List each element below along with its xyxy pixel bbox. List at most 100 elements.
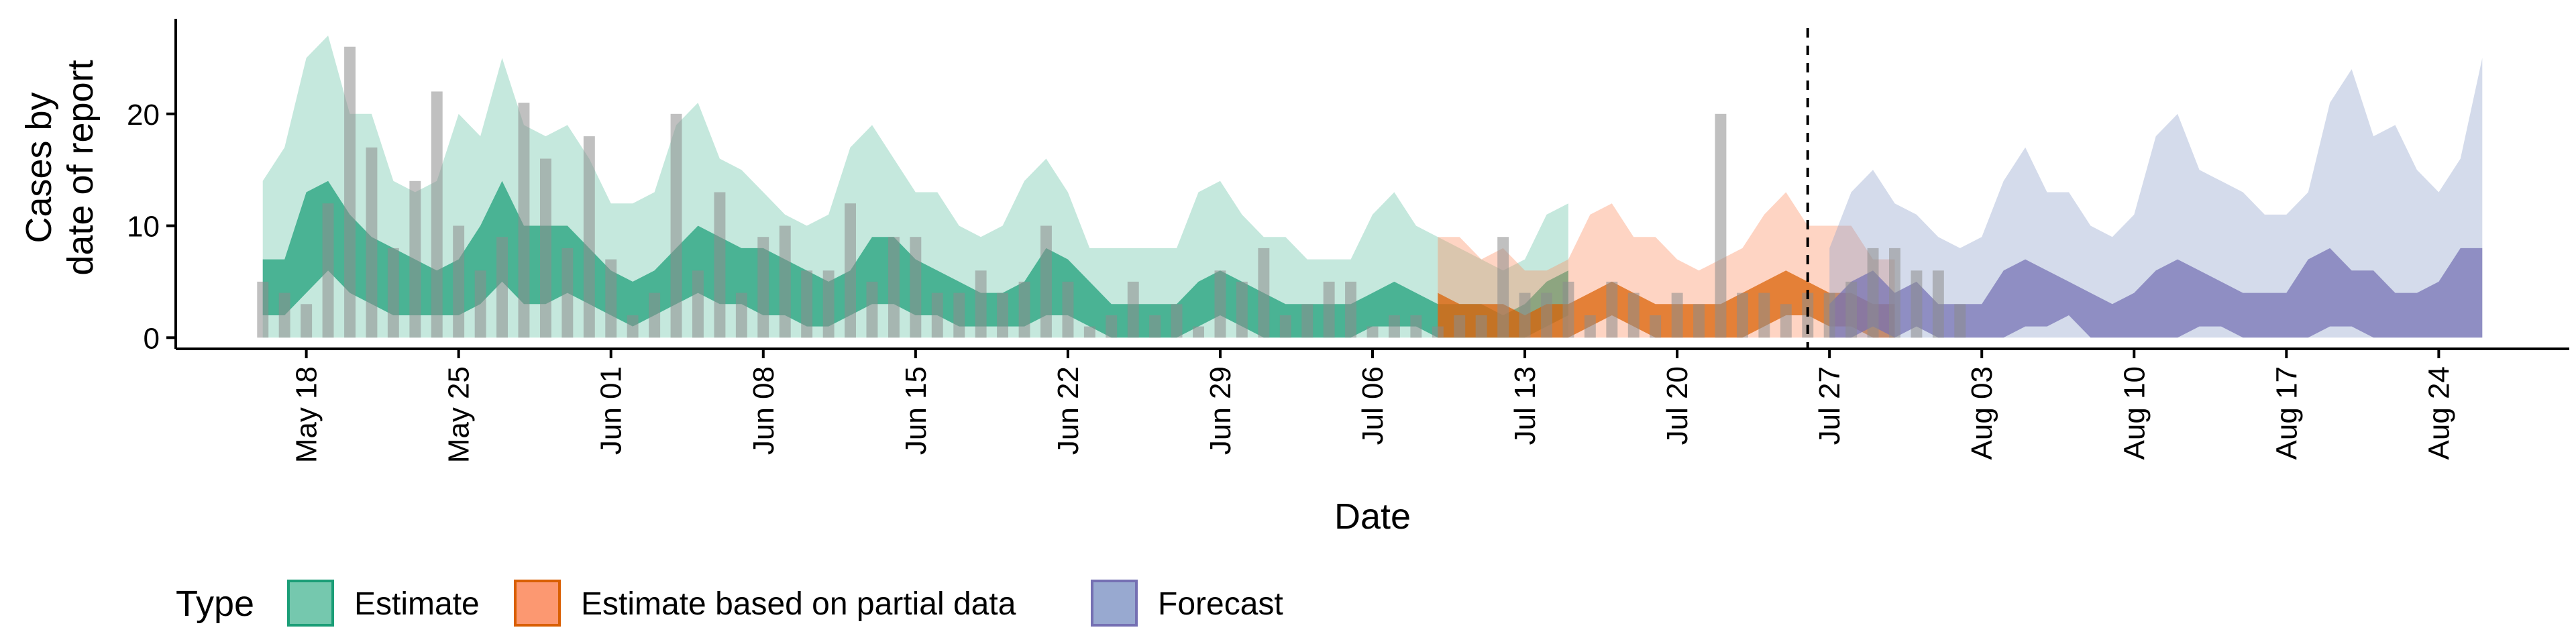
observed-bar	[1541, 292, 1552, 338]
observed-bar	[366, 147, 378, 338]
observed-bar	[1954, 304, 1966, 338]
observed-bar	[997, 292, 1008, 338]
observed-bar	[1258, 248, 1270, 338]
x-tick-label: Aug 24	[2422, 366, 2455, 460]
observed-bar	[278, 292, 290, 338]
y-axis-title-line: date of report	[60, 60, 101, 275]
observed-bar	[1389, 315, 1400, 338]
observed-bar	[540, 158, 551, 338]
x-tick-label: Jul 27	[1813, 366, 1846, 445]
observed-bar	[1606, 281, 1618, 338]
axes: 0 10 20 May 18 May 25 Jun 01 Jun 08 Jun 15 Jun 2…	[127, 19, 2569, 463]
observed-bar	[757, 237, 769, 338]
y-tick-label: 20	[127, 99, 160, 131]
observed-bar	[910, 237, 922, 338]
observed-bar	[1627, 292, 1640, 338]
observed-bar	[1911, 270, 1923, 338]
observed-bar	[1236, 281, 1248, 338]
legend-label: Estimate based on partial data	[581, 586, 1016, 622]
observed-bar	[431, 91, 443, 338]
observed-bar	[1519, 292, 1531, 338]
observed-bar	[845, 203, 856, 338]
x-tick-label: Jun 01	[595, 366, 628, 455]
plot-bars	[257, 46, 1966, 338]
legend-key-forecast	[1091, 580, 1138, 627]
observed-bar	[1475, 315, 1487, 338]
observed-bar	[1454, 315, 1466, 338]
observed-bar	[1758, 292, 1770, 338]
observed-bar	[975, 270, 987, 338]
observed-bar	[409, 180, 421, 338]
y-axis-title-line: Cases by	[19, 92, 59, 243]
forecast-inner-band	[1829, 248, 2483, 338]
observed-bar	[1432, 326, 1444, 338]
observed-bar	[1127, 281, 1139, 338]
x-tick-label: May 25	[443, 366, 476, 463]
legend-label: Estimate	[354, 586, 480, 622]
y-axis-title: Cases by date of report	[19, 60, 101, 275]
legend-key-estimate	[287, 580, 334, 627]
observed-bar	[257, 281, 269, 338]
observed-bar	[931, 292, 943, 338]
observed-bar	[1715, 113, 1727, 338]
observed-bar	[1693, 304, 1705, 338]
observed-bar	[1366, 326, 1379, 338]
observed-bar	[801, 270, 813, 338]
plot-areas	[262, 36, 2483, 338]
observed-bar	[301, 304, 313, 338]
observed-bar	[561, 248, 574, 338]
observed-bar	[1193, 326, 1204, 338]
observed-bar	[1889, 248, 1900, 338]
observed-bar	[583, 136, 595, 338]
observed-bar	[649, 292, 661, 338]
x-tick-label: Jun 08	[747, 366, 780, 455]
observed-bar	[1780, 304, 1792, 338]
observed-bar	[1279, 315, 1291, 338]
legend-title: Type	[176, 584, 254, 624]
observed-bar	[1845, 281, 1858, 338]
observed-bar	[1040, 225, 1052, 338]
observed-bar	[1018, 281, 1030, 338]
observed-bar	[1867, 248, 1879, 338]
x-tick-label: May 18	[290, 366, 323, 463]
x-axis-title: Date	[1334, 496, 1411, 537]
legend-key-partial	[514, 580, 561, 627]
observed-bar	[496, 237, 508, 338]
legend: Type Estimate Estimate based on partial da…	[176, 580, 1283, 627]
observed-bar	[1062, 281, 1074, 338]
observed-bar	[1671, 292, 1683, 338]
observed-bar	[1323, 281, 1335, 338]
observed-bar	[1214, 270, 1226, 338]
observed-bar	[692, 270, 704, 338]
x-tick-label: Aug 17	[2270, 366, 2303, 460]
observed-bar	[1345, 281, 1356, 338]
observed-bar	[888, 237, 900, 338]
x-tick-label: Jul 13	[1509, 366, 1542, 445]
observed-bar	[518, 103, 530, 338]
observed-bar	[953, 292, 965, 338]
observed-bar	[1106, 315, 1118, 338]
observed-bar	[1301, 304, 1313, 338]
observed-bar	[344, 46, 356, 338]
x-tick-label: Jun 22	[1052, 366, 1085, 455]
observed-bar	[1149, 315, 1161, 338]
observed-bar	[779, 225, 791, 338]
y-tick-label: 10	[127, 211, 160, 244]
observed-bar	[1562, 281, 1574, 338]
observed-bar	[1171, 304, 1183, 338]
x-tick-label: Aug 03	[1966, 366, 1998, 460]
x-tick-label: Jun 29	[1204, 366, 1237, 455]
observed-bar	[866, 281, 878, 338]
observed-bar	[1083, 326, 1095, 338]
observed-bar	[735, 292, 747, 338]
observed-bar	[1932, 270, 1944, 338]
observed-bar	[387, 248, 399, 338]
observed-bar	[822, 270, 835, 338]
x-tick-label: Jul 06	[1356, 366, 1389, 445]
observed-bar	[605, 259, 617, 338]
x-tick-label: Jun 15	[900, 366, 932, 455]
x-tick-label: Jul 20	[1661, 366, 1694, 445]
observed-bar	[474, 270, 486, 338]
x-tick-label: Aug 10	[2118, 366, 2151, 460]
